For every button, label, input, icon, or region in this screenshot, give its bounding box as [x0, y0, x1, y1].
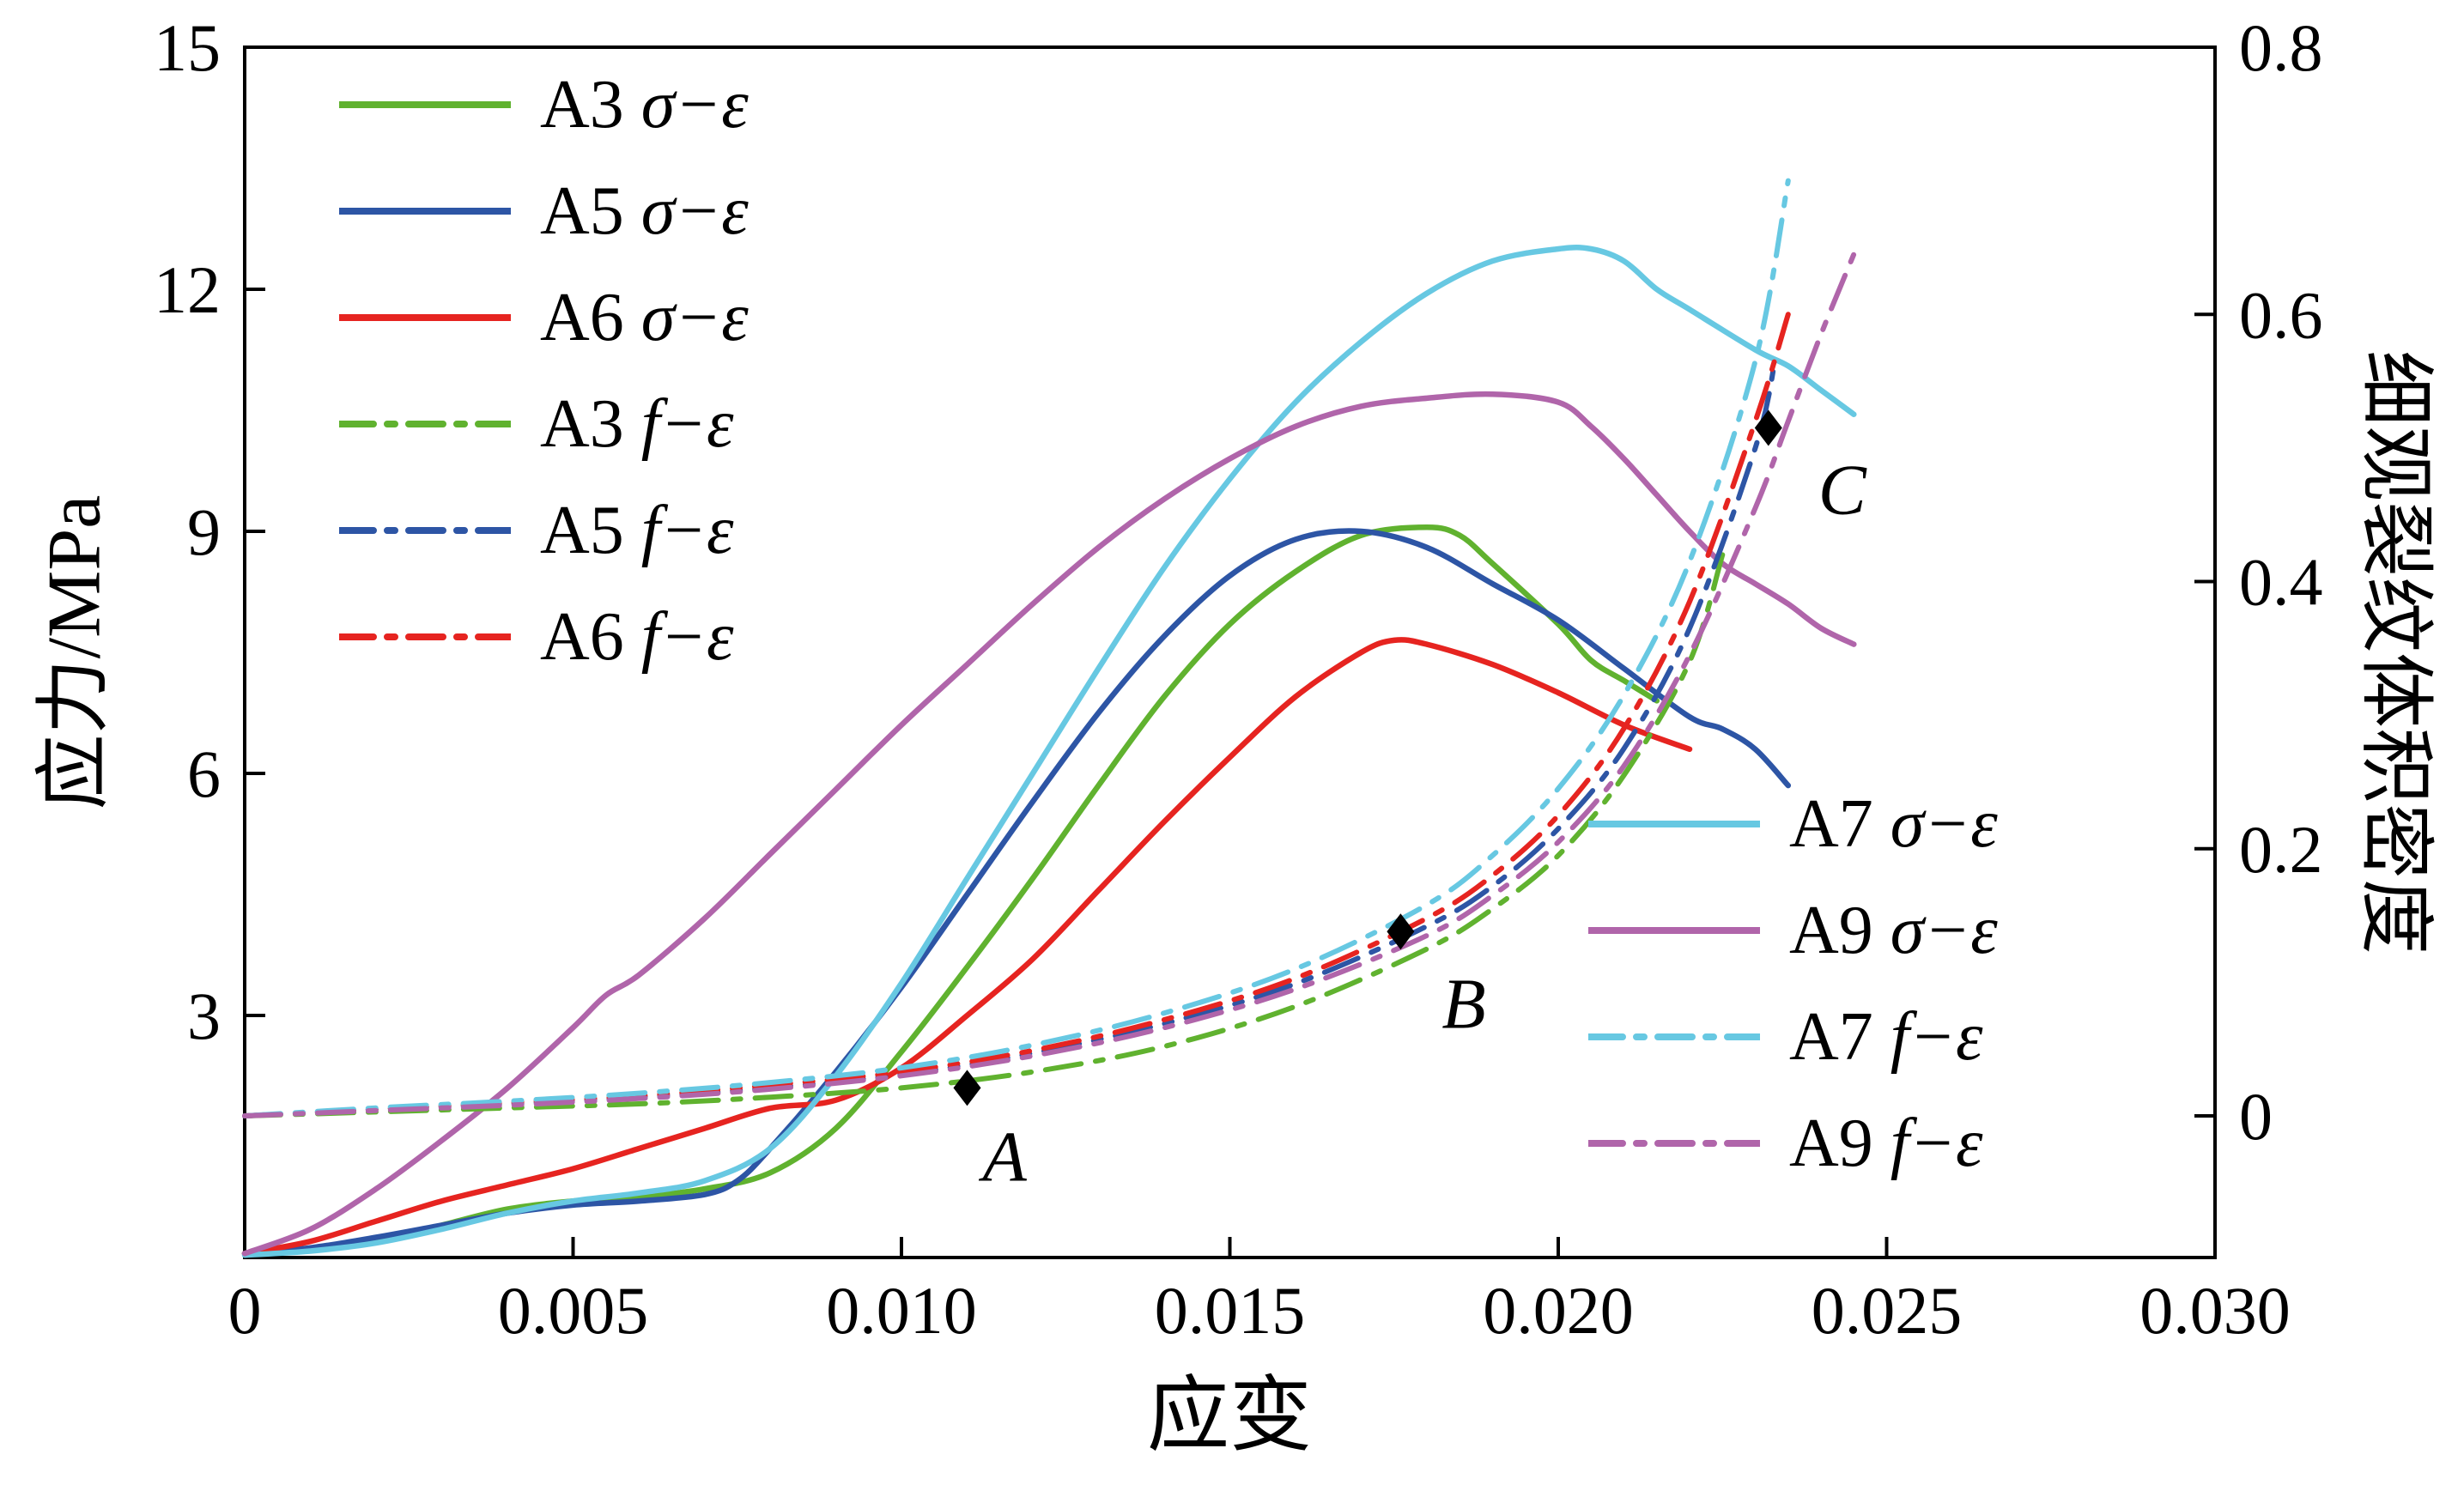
x-tick-label: 0.020: [1483, 1273, 1634, 1348]
legend-line-sample: [339, 314, 511, 321]
legend-label: A6 σ−ε: [540, 279, 749, 355]
legend-label: A5 f−ε: [540, 492, 734, 568]
legend-item-A7-sigma: A7 σ−ε: [1588, 771, 1998, 877]
legend-line-sample: [339, 527, 511, 534]
legend-label: A6 f−ε: [540, 598, 734, 675]
y-left-tick-label: 9: [187, 494, 221, 569]
series-A3-f: [242, 552, 1726, 1118]
legend-label: A3 f−ε: [540, 385, 734, 462]
legend-item-A9-sigma: A9 σ−ε: [1588, 877, 1998, 984]
y-right-tick-label: 0.2: [2239, 812, 2323, 887]
marker-C-diamond: [1754, 409, 1782, 446]
x-tick-label: 0.010: [826, 1273, 977, 1348]
legend-right: A7 σ−ε A9 σ−ε A7 f−ε A9 f−ε: [1588, 771, 1998, 1197]
x-axis-title: 应变: [1147, 1369, 1312, 1462]
marker-A-label: A: [979, 1117, 1028, 1197]
legend-line-sample: [1588, 927, 1760, 934]
legend-item-A6-f: A6 f−ε: [339, 584, 749, 690]
x-tick-label: 0.005: [498, 1273, 649, 1348]
legend-label: A9 σ−ε: [1789, 892, 1998, 968]
marker-C-label: C: [1818, 451, 1867, 530]
y-left-tick-label: 3: [187, 979, 221, 1053]
legend-item-A3-sigma: A3 σ−ε: [339, 52, 749, 158]
y-right-tick-label: 0.4: [2239, 545, 2323, 620]
series-A7-sigma: [241, 245, 1857, 1258]
y-left-tick-label: 15: [154, 10, 221, 85]
legend-line-sample: [1588, 1140, 1760, 1147]
marker-A-diamond: [953, 1070, 981, 1106]
legend-line-sample: [339, 208, 511, 215]
legend-label: A3 σ−ε: [540, 66, 749, 142]
series-A3-sigma: [241, 524, 1660, 1257]
y-right-tick-label: 0.8: [2239, 10, 2323, 85]
legend-label: A7 f−ε: [1789, 998, 1983, 1075]
legend-line-sample: [1588, 821, 1760, 827]
legend-item-A9-f: A9 f−ε: [1588, 1090, 1998, 1197]
y-right-tick-label: 0.6: [2239, 277, 2323, 352]
legend-item-A6-sigma: A6 σ−ε: [339, 264, 749, 371]
legend-item-A7-f: A7 f−ε: [1588, 984, 1998, 1090]
marker-B-label: B: [1441, 964, 1485, 1044]
x-tick-label: 0.015: [1155, 1273, 1306, 1348]
y-left-tick-label: 12: [154, 252, 221, 327]
series-A6-sigma: [241, 637, 1693, 1257]
y-axis-left-title: 应力/MPa: [33, 494, 117, 810]
legend-item-A5-f: A5 f−ε: [339, 477, 749, 584]
legend-line-sample: [1588, 1033, 1760, 1040]
legend-line-sample: [339, 633, 511, 640]
series-A9-f: [242, 252, 1857, 1118]
legend-line-sample: [339, 421, 511, 427]
legend-line-sample: [339, 101, 511, 108]
x-tick-label: 0.025: [1812, 1273, 1963, 1348]
series-A7-f: [242, 178, 1791, 1118]
legend-item-A3-f: A3 f−ε: [339, 371, 749, 477]
series-A9-sigma: [241, 391, 1857, 1257]
marker-B-diamond: [1387, 913, 1415, 950]
x-tick-label: 0: [228, 1273, 262, 1348]
legend-label: A9 f−ε: [1789, 1105, 1983, 1181]
legend-top-left: A3 σ−ε A5 σ−ε A6 σ−ε A3 f−ε A5 f−ε A6 f−ε: [339, 52, 749, 690]
y-axis-right-title: 细观裂纹体积密度: [2352, 349, 2437, 955]
legend-item-A5-sigma: A5 σ−ε: [339, 158, 749, 264]
y-left-tick-label: 6: [187, 736, 221, 811]
x-tick-label: 0.030: [2139, 1273, 2291, 1348]
legend-label: A7 σ−ε: [1789, 785, 1998, 862]
y-right-tick-label: 0: [2239, 1079, 2273, 1154]
legend-label: A5 σ−ε: [540, 173, 749, 249]
